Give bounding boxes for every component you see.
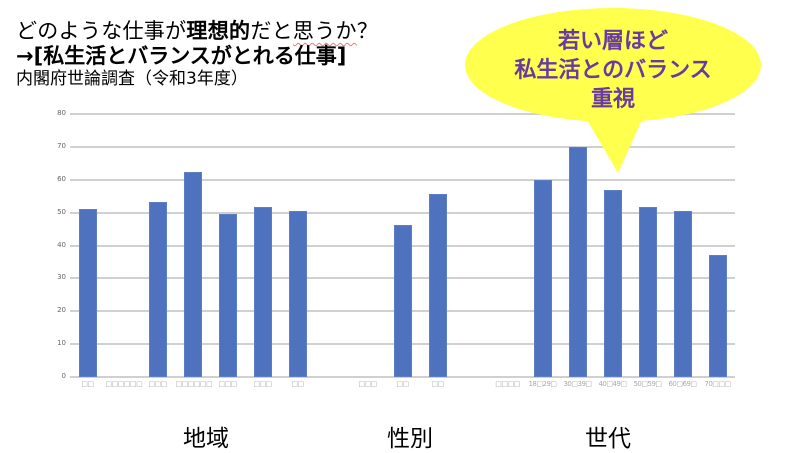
question-emphasis: 理想的 (186, 19, 251, 43)
bar (673, 211, 692, 377)
bar (393, 224, 412, 377)
y-tick-label: 60 (57, 174, 66, 183)
x-tick-label: □□□□□□ (175, 380, 213, 388)
y-tick-label: 10 (57, 339, 66, 348)
bar (218, 214, 237, 377)
gridline (70, 178, 735, 181)
callout-line-1: 若い層ほど (557, 29, 668, 54)
question-line: どのような仕事が理想的だと思うか？ (16, 18, 378, 44)
bar (533, 179, 552, 377)
question-text-2: だと (250, 19, 293, 43)
x-tick-label: □□□ (358, 380, 377, 388)
bar (568, 147, 587, 377)
source-line: 内閣府世論調査（令和3年度） (16, 69, 248, 89)
bar (603, 189, 622, 377)
bar (708, 254, 727, 377)
x-tick-label: □□□ (148, 380, 167, 388)
bar (183, 172, 202, 377)
gridline (70, 113, 735, 116)
x-tick-label: 30□39□ (563, 380, 592, 388)
y-tick-label: 40 (57, 240, 66, 249)
y-tick-label: 50 (57, 207, 66, 216)
speech-bubble-icon (465, 8, 761, 173)
title-block: どのような仕事が理想的だと思うか？ →[私生活とバランスがとれる仕事] 内閣府世… (16, 18, 378, 90)
question-mark: ？ (356, 19, 379, 43)
question-text: どのような仕事が (16, 19, 187, 43)
x-tick-label: □□□ (218, 380, 237, 388)
x-tick-label: □□□□ (495, 380, 520, 388)
x-tick-label: □□ (291, 380, 304, 388)
bar (288, 211, 307, 377)
bar (78, 209, 97, 377)
gridline (70, 211, 735, 214)
x-tick-label: □□□□□□ (105, 380, 143, 388)
y-tick-label: 30 (57, 273, 66, 282)
gridline (70, 146, 735, 149)
y-tick-label: 70 (57, 142, 66, 151)
bar (428, 193, 447, 377)
x-tick-label: 50□59□ (633, 380, 662, 388)
group-label-gender: 性別 (387, 426, 433, 452)
group-label-region: 地域 (183, 426, 229, 452)
callout-text: 若い層ほど 私生活とのバランス 重視 (465, 27, 761, 114)
bar (148, 201, 167, 377)
x-tick-label: □□ (396, 380, 409, 388)
answer-line: →[私生活とバランスがとれる仕事] (16, 44, 347, 68)
group-label-generation: 世代 (585, 426, 631, 452)
question-spellcheck-word: 思うか (292, 19, 357, 43)
x-tick-label: □□ (431, 380, 444, 388)
bar (253, 206, 272, 377)
x-tick-label: □□ (81, 380, 94, 388)
x-tick-label: 40□49□ (598, 380, 627, 388)
x-tick-label: 60□69□ (668, 380, 697, 388)
gridline (70, 376, 735, 378)
y-tick-label: 20 (57, 306, 66, 315)
callout-line-2: 私生活とのバランス (514, 58, 712, 83)
x-tick-label: □□□ (253, 380, 272, 388)
bar (638, 206, 657, 377)
x-tick-label: 70□□□ (704, 380, 731, 388)
callout-line-3: 重視 (590, 87, 635, 112)
y-tick-label: 80 (57, 109, 66, 118)
x-tick-label: 18□29□ (528, 380, 557, 388)
y-tick-label: 0 (61, 372, 66, 380)
